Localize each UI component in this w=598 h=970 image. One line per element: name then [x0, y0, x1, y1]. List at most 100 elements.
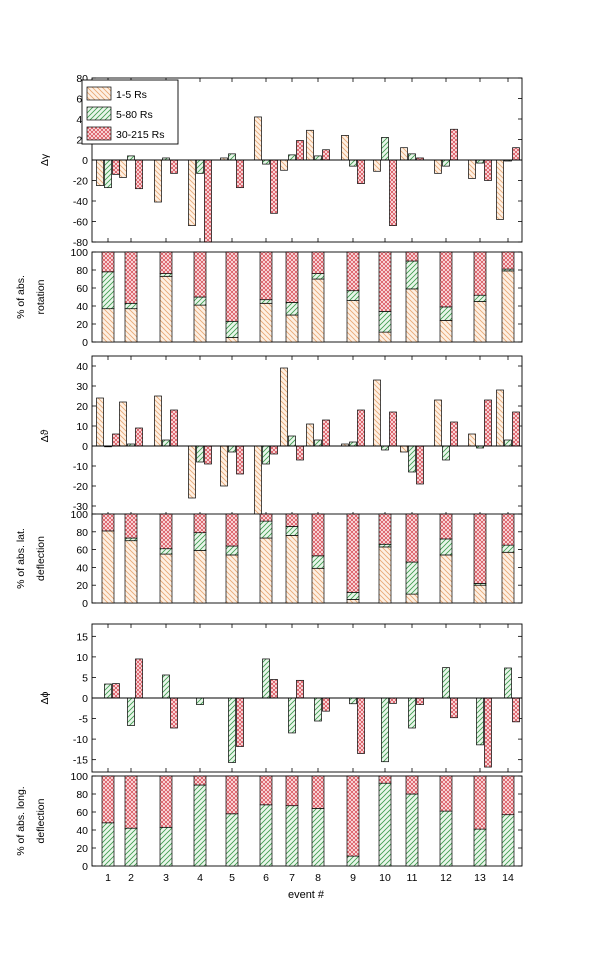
- bar-event-7-series-2: [285, 526, 299, 536]
- bar-event-3-series-3: [170, 409, 178, 447]
- bar-event-12-series-3: [439, 251, 453, 308]
- bar-event-4-series-3: [193, 775, 207, 786]
- y-axis-label-line1: % of abs. lat.: [15, 528, 27, 589]
- bar-event-10-series-2: [381, 137, 389, 161]
- bar-event-7-series-3: [296, 679, 304, 699]
- bar-event-4-series-1: [193, 550, 207, 604]
- bar-event-13-series-1: [473, 584, 487, 604]
- bar-event-6-series-1: [259, 537, 273, 604]
- bar-event-2-series-3: [135, 159, 143, 190]
- bar-event-10-series-2: [381, 697, 389, 763]
- bar-event-8-series-1: [311, 567, 325, 604]
- bar-event-4-series-3: [193, 251, 207, 298]
- x-tick-label: 9: [350, 872, 356, 884]
- y-tick-label: 60: [76, 545, 88, 557]
- x-tick-label: 6: [263, 872, 269, 884]
- bar-event-10-series-3: [378, 513, 392, 545]
- bar-event-13-series-2: [476, 697, 484, 746]
- bar-event-14-series-3: [512, 147, 520, 161]
- y-tick-label: 60: [76, 807, 88, 819]
- y-tick-label: 100: [70, 509, 88, 521]
- bar-event-6-series-3: [259, 251, 273, 301]
- bar-event-3-series-3: [170, 159, 178, 174]
- bar-event-11-series-1: [405, 288, 419, 343]
- y-tick-label: -20: [73, 176, 88, 188]
- x-tick-label: 3: [163, 872, 169, 884]
- bar-event-7-series-3: [285, 251, 299, 303]
- y-tick-label: 100: [70, 771, 88, 783]
- bar-event-6-series-3: [259, 513, 273, 522]
- bar-event-2-series-1: [119, 159, 127, 178]
- y-axis-label-line2: deflection: [35, 536, 47, 581]
- bar-event-9-series-3: [346, 775, 360, 857]
- bar-event-4-series-2: [193, 532, 207, 551]
- y-tick-label: 40: [76, 361, 88, 373]
- bar-event-1-series-1: [96, 397, 104, 447]
- y-tick-label: 80: [76, 789, 88, 801]
- x-tick-label: 12: [440, 872, 452, 884]
- bar-event-12-series-3: [439, 775, 453, 812]
- bar-event-9-series-1: [346, 300, 360, 343]
- y-axis-label: Δϑ: [39, 429, 51, 442]
- bar-event-11-series-3: [405, 251, 419, 262]
- y-tick-label: -5: [79, 714, 88, 726]
- bar-event-11-series-2: [405, 793, 419, 867]
- bar-event-5-series-1: [225, 554, 239, 604]
- panel-delta-theta: -30 -20 -10 0 10 20 30 40 Δϑ: [39, 355, 523, 517]
- bar-event-11-series-3: [405, 513, 419, 563]
- bar-event-1-series-3: [112, 159, 120, 175]
- y-tick-label: 0: [82, 598, 88, 610]
- bar-event-8-series-2: [311, 808, 325, 867]
- legend: 1-5 Rs 5-80 Rs 30-215 Rs: [81, 79, 179, 145]
- y-tick-label: 100: [70, 247, 88, 259]
- y-tick-label: 40: [76, 562, 88, 574]
- bar-event-8-series-3: [311, 513, 325, 557]
- y-tick-label: 10: [76, 421, 88, 433]
- y-tick-label: -30: [73, 501, 88, 513]
- bar-event-4-series-2: [193, 784, 207, 867]
- bar-event-9-series-2: [346, 855, 360, 867]
- panel-delta-phi: -15 -10 -5 0 5 10 15 Δϕ: [39, 623, 523, 773]
- x-tick-label: 13: [474, 872, 486, 884]
- bar-event-8-series-3: [311, 251, 325, 274]
- bar-event-11-series-1: [405, 593, 419, 604]
- bar-event-14-series-3: [501, 513, 515, 546]
- bar-event-14-series-1: [501, 270, 515, 343]
- bar-event-11-series-2: [405, 260, 419, 290]
- bar-event-7-series-1: [280, 159, 288, 171]
- bar-event-8-series-2: [314, 697, 322, 722]
- bar-event-14-series-1: [496, 159, 504, 220]
- bar-event-9-series-2: [346, 290, 360, 301]
- bars: [101, 775, 515, 867]
- bar-event-8-series-1: [306, 423, 314, 447]
- bar-event-14-series-3: [501, 775, 515, 816]
- bar-event-8-series-3: [322, 419, 330, 447]
- bar-event-10-series-2: [381, 445, 389, 451]
- bar-event-4-series-1: [193, 304, 207, 343]
- x-tick-label: 1: [105, 872, 111, 884]
- bar-event-9-series-2: [349, 697, 357, 705]
- bar-event-6-series-3: [270, 445, 278, 455]
- bar-event-14-series-2: [504, 667, 512, 699]
- y-tick-label: 5: [82, 672, 88, 684]
- bar-event-7-series-1: [285, 535, 299, 604]
- bar-event-9-series-1: [346, 599, 360, 604]
- bar-event-12-series-3: [450, 421, 458, 447]
- y-tick-label: -10: [73, 734, 88, 746]
- bar-event-3-series-3: [159, 251, 173, 274]
- bar-event-7-series-1: [280, 367, 288, 447]
- y-tick-label: 20: [76, 580, 88, 592]
- bar-event-6-series-3: [259, 775, 273, 806]
- y-tick-label: 60: [76, 283, 88, 295]
- legend-swatch-s2: [86, 106, 112, 121]
- bar-event-1-series-1: [96, 159, 104, 186]
- bar-event-7-series-2: [288, 154, 296, 161]
- x-tick-label: 10: [379, 872, 391, 884]
- y-axis-label: Δγ: [39, 153, 51, 166]
- bars: [96, 367, 520, 517]
- y-tick-label: 20: [76, 319, 88, 331]
- y-tick-label: -40: [73, 196, 88, 208]
- bar-event-3-series-3: [159, 513, 173, 550]
- bar-event-13-series-1: [468, 159, 476, 179]
